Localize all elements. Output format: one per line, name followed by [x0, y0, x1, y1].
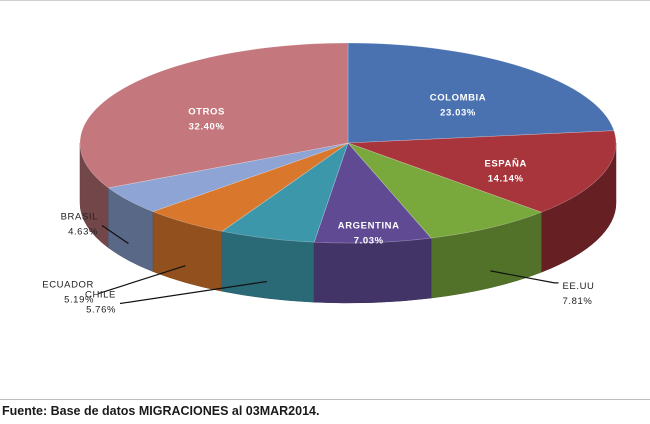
slice-side-brasil [108, 187, 154, 272]
slice-label-value-colombia: 23.03% [440, 108, 476, 119]
slice-espana [347, 130, 617, 213]
leader-line-ecuador [97, 265, 186, 295]
slice-label-argentina: ARGENTINA 7.03% [338, 221, 400, 247]
slice-label-name-argentina: ARGENTINA [338, 221, 400, 232]
pie-chart: COLOMBIA 23.03% ESPAÑA 14.14% EE.UU 7.81% ARGE… [42, 42, 617, 316]
leader-lines [97, 225, 559, 305]
slice-colombia [347, 42, 615, 144]
slice-labels: COLOMBIA 23.03% ESPAÑA 14.14% EE.UU 7.81% ARGE… [42, 93, 594, 316]
slice-brasil [107, 142, 349, 212]
slice-argentina [313, 142, 432, 244]
leader-line-chile [119, 280, 267, 305]
slice-label-name-otros: OTROS [188, 106, 225, 117]
slice-label-otros: OTROS 32.40% [188, 106, 225, 132]
slice-label-name-ecuador: ECUADOR [42, 280, 94, 291]
slice-label-name-brasil: BRASIL [61, 212, 98, 223]
slice-label-name-ee-uu: EE.UU [562, 281, 594, 292]
slice-label-brasil: BRASIL 4.63% [61, 212, 98, 238]
leader-line-brasil [101, 225, 129, 245]
slice-label-ee-uu: EE.UU 7.81% [562, 281, 594, 307]
slice-label-value-ee-uu: 7.81% [562, 296, 592, 307]
slice-label-value-argentina: 7.03% [354, 236, 384, 247]
slice-chile [221, 142, 349, 243]
pie-top-layer [79, 42, 617, 244]
slice-label-ecuador: ECUADOR 5.19% [42, 280, 94, 306]
slice-side-argentina [313, 237, 432, 304]
slice-label-value-otros: 32.40% [189, 121, 225, 132]
slice-label-value-brasil: 4.63% [68, 227, 98, 238]
slice-label-name-colombia: COLOMBIA [430, 93, 487, 104]
leader-line-ee-uu [490, 270, 559, 284]
slice-label-name-chile: CHILE [85, 290, 116, 301]
slice-label-value-chile: 5.76% [86, 305, 116, 316]
slice-label-name-espana: ESPAÑA [484, 159, 527, 170]
chart-frame: COLOMBIA 23.03% ESPAÑA 14.14% EE.UU 7.81% ARGE… [0, 0, 650, 400]
slice-label-value-espana: 14.14% [488, 174, 524, 185]
slice-label-chile: CHILE 5.76% [85, 290, 116, 316]
slice-ee-uu [347, 142, 543, 239]
slice-label-value-ecuador: 5.19% [64, 295, 94, 306]
slice-side-chile [221, 230, 315, 303]
slice-label-colombia: COLOMBIA 23.03% [430, 93, 487, 119]
slice-label-espana: ESPAÑA 14.14% [484, 159, 527, 185]
slice-otros [79, 42, 349, 189]
source-note: Fuente: Base de datos MIGRACIONES al 03M… [2, 404, 320, 418]
slice-ecuador [152, 142, 349, 232]
